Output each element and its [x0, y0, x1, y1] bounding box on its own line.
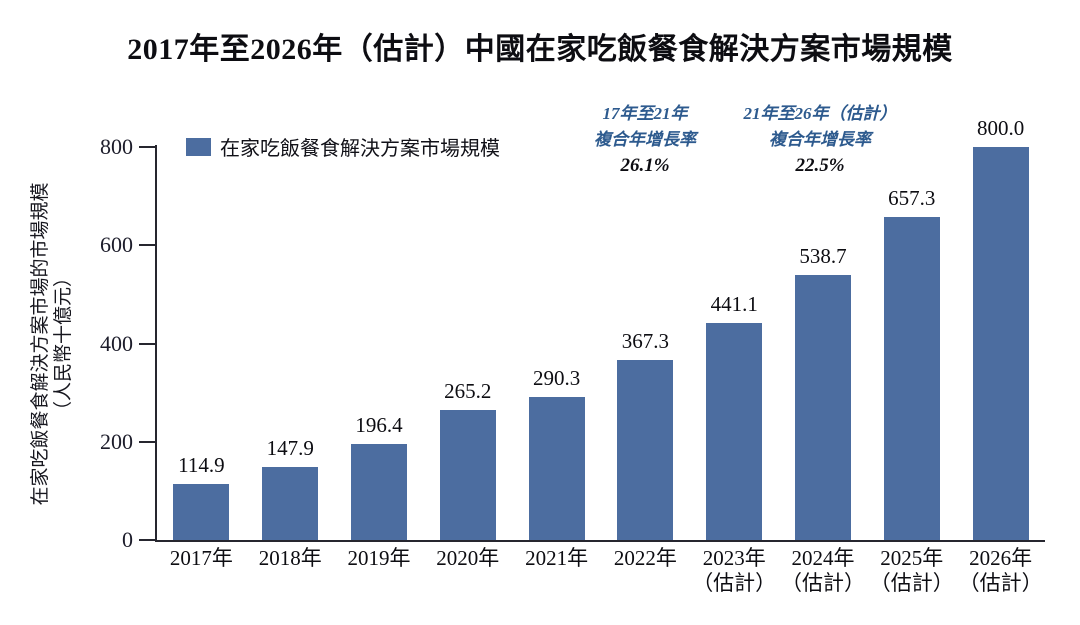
bar-2017年 [173, 483, 230, 540]
y-axis-tick [139, 342, 156, 345]
bar-2025年 [883, 217, 940, 540]
y-axis-label: 在家吃飯餐食解決方案市場的市場規模 （人民幣十億元） [29, 182, 75, 505]
x-axis-category-line: （估計） [692, 571, 777, 595]
x-axis-category-line: （估計） [781, 571, 865, 595]
bar-value-label: 147.9 [266, 436, 314, 461]
x-axis-category-line: 2020年 [436, 546, 500, 570]
bar-2020年 [439, 409, 496, 540]
x-axis-category-label: 2024年 （估計） [761, 546, 885, 596]
bar-value-label: 114.9 [178, 452, 225, 477]
bar-2023年 [706, 323, 763, 540]
bar-2026年 [972, 147, 1029, 540]
bar-2021年 [528, 397, 585, 540]
chart-title: 2017年至2026年（估計）中國在家吃飯餐食解決方案市場規模 [127, 33, 953, 66]
bar-value-label: 367.3 [621, 328, 670, 353]
legend-swatch-icon [186, 137, 211, 156]
y-axis-tick-label: 200 [100, 428, 133, 454]
y-axis-tick [139, 146, 156, 148]
cagr-annotation-value: 26.1% [620, 155, 670, 176]
y-axis-line [155, 145, 157, 542]
x-axis-category-label: 2017年 [139, 546, 263, 571]
y-axis-tick-label: 600 [100, 232, 133, 258]
x-axis-category-line: 2023年 [702, 546, 766, 570]
x-axis-category-line: 2021年 [525, 546, 589, 570]
bar-value-label: 196.4 [355, 412, 403, 437]
cagr-annotation-line1: 17年至21年 [602, 104, 688, 123]
y-axis-tick-label: 0 [122, 527, 133, 552]
y-axis-tick [139, 244, 156, 247]
bar-value-label: 290.3 [532, 366, 581, 391]
bar-value-label: 657.3 [888, 186, 936, 211]
legend: 在家吃飯餐食解決方案市場規模 [186, 132, 500, 161]
bar-value-label: 441.1 [710, 292, 758, 317]
x-axis-line [155, 540, 1045, 542]
x-axis-category-label: 2023年 （估計） [672, 546, 796, 596]
y-axis-tick-label: 800 [100, 134, 133, 159]
x-axis-category-line: 2017年 [169, 546, 233, 570]
x-axis-category-line: 2018年 [258, 546, 322, 570]
x-axis-category-line: （估計） [869, 571, 954, 595]
legend-label: 在家吃飯餐食解決方案市場規模 [220, 138, 500, 160]
x-axis-category-line: （估計） [958, 571, 1043, 595]
cagr-annotation-line1: 21年至26年（估計） [743, 104, 897, 123]
x-axis-category-line: 2024年 [791, 546, 855, 570]
x-axis-category-line: 2022年 [613, 546, 677, 570]
x-axis-category-line: 2019年 [347, 546, 411, 570]
x-axis-category-line: 2025年 [880, 546, 944, 570]
x-axis-category-label: 2021年 [495, 546, 619, 571]
cagr-annotation-2017-2021: 17年至21年 複合年增長率 26.1% [525, 101, 765, 179]
x-axis-category-label: 2020年 [406, 546, 530, 571]
cagr-annotation-line2: 複合年增長率 [594, 130, 696, 149]
x-axis-category-label: 2019年 [317, 546, 441, 571]
bar-2019年 [351, 443, 407, 540]
y-axis-tick [139, 440, 156, 443]
x-axis-category-label: 2022年 [583, 546, 707, 571]
y-axis-label-line1: 在家吃飯餐食解決方案市場的市場規模 [30, 182, 51, 506]
x-axis-category-label: 2026年 （估計） [939, 546, 1063, 596]
y-axis-label-line2: （人民幣十億元） [53, 267, 74, 421]
x-axis-category-label: 2025年 （估計） [850, 546, 974, 596]
y-axis-tick [139, 539, 156, 541]
cagr-annotation-value: 22.5% [795, 155, 845, 176]
y-axis-tick-label: 400 [100, 330, 133, 356]
x-axis-category-label: 2018年 [228, 546, 352, 571]
bar-2024年 [795, 275, 851, 540]
cagr-annotation-2021-2026: 21年至26年（估計） 複合年增長率 22.5% [700, 101, 940, 179]
cagr-annotation-line2: 複合年增長率 [769, 130, 871, 149]
bar-value-label: 800.0 [976, 116, 1025, 140]
bar-value-label: 265.2 [444, 378, 492, 403]
bar-value-label: 538.7 [799, 244, 847, 269]
bar-2018年 [262, 467, 319, 540]
bar-2022年 [617, 359, 674, 540]
x-axis-category-line: 2026年 [969, 546, 1033, 570]
